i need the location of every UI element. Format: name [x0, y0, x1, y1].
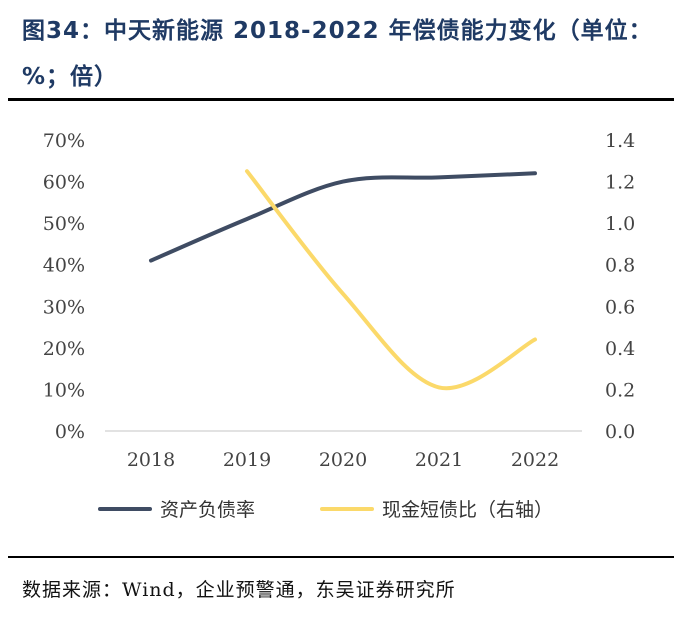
- left-tick-label: 30%: [43, 296, 85, 318]
- right-tick-label: 1.4: [605, 130, 635, 152]
- bottom-rule: [8, 556, 674, 558]
- left-tick-label: 50%: [43, 213, 85, 235]
- x-tick-label: 2021: [415, 449, 463, 471]
- left-axis-ticks: 0% 10% 20% 30% 40% 50% 60% 70%: [43, 130, 85, 443]
- right-tick-label: 1.2: [605, 172, 635, 194]
- source-note: 数据来源：Wind，企业预警通，东吴证券研究所: [22, 575, 456, 602]
- x-axis-ticks: 2018 2019 2020 2021 2022: [127, 449, 559, 471]
- source-label: 数据来源：: [22, 579, 123, 601]
- x-tick-label: 2019: [223, 449, 271, 471]
- legend: 资产负债率 现金短债比（右轴）: [98, 499, 553, 521]
- series-lines: [149, 169, 537, 391]
- left-tick-label: 10%: [43, 379, 85, 401]
- right-tick-label: 0.2: [605, 379, 635, 401]
- left-tick-label: 60%: [43, 172, 85, 194]
- x-tick-label: 2018: [127, 449, 175, 471]
- right-tick-label: 0.0: [605, 421, 635, 443]
- figure-title: 图34：中天新能源 2018-2022 年偿债能力变化（单位：%；倍）: [22, 18, 653, 90]
- cash-short-debt-ratio-line: [245, 169, 537, 391]
- x-tick-label: 2020: [319, 449, 367, 471]
- right-tick-label: 0.4: [605, 338, 635, 360]
- x-tick-label: 2022: [511, 449, 559, 471]
- legend-cash-short-debt-ratio-label: 现金短债比（右轴）: [382, 499, 553, 521]
- debt-ratio-line: [149, 171, 537, 263]
- right-tick-label: 1.0: [605, 213, 635, 235]
- left-tick-label: 70%: [43, 130, 85, 152]
- right-axis-ticks: 0.0 0.2 0.4 0.6 0.8 1.0 1.2 1.4: [605, 130, 635, 443]
- right-tick-label: 0.6: [605, 296, 635, 318]
- source-value: Wind，企业预警通，东吴证券研究所: [122, 579, 456, 601]
- left-tick-label: 20%: [43, 338, 85, 360]
- chart: 0% 10% 20% 30% 40% 50% 60% 70% 0.0 0.2 0.4 0.6 0.8 1…: [43, 130, 635, 521]
- right-tick-label: 0.8: [605, 255, 635, 277]
- left-tick-label: 0%: [55, 421, 85, 443]
- top-rule: [8, 98, 674, 101]
- legend-debt-ratio-label: 资产负债率: [160, 499, 255, 521]
- left-tick-label: 40%: [43, 255, 85, 277]
